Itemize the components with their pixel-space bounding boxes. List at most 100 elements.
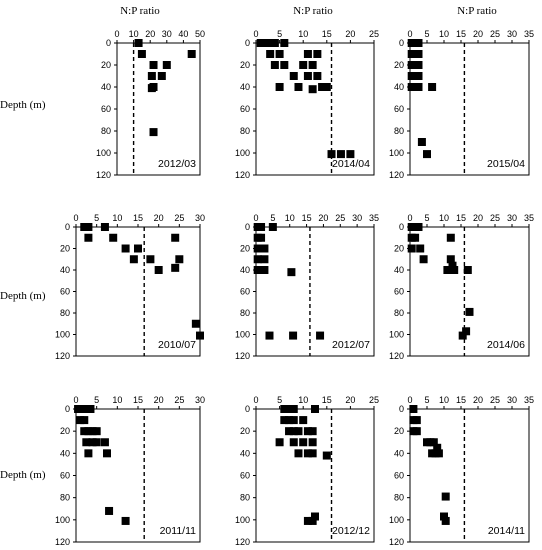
data-point bbox=[308, 438, 317, 447]
data-point bbox=[260, 244, 269, 253]
data-point bbox=[308, 61, 317, 69]
y-tick-label: 20 bbox=[394, 244, 404, 254]
data-point bbox=[257, 223, 266, 231]
y-tick-label: 20 bbox=[240, 60, 250, 70]
y-tick-label: 40 bbox=[240, 265, 250, 275]
x-tick-label: 0 bbox=[407, 213, 412, 223]
data-point bbox=[134, 244, 142, 253]
panel-date-label: 2015/04 bbox=[487, 158, 525, 170]
x-tick-label: 5 bbox=[424, 213, 429, 223]
panel-5: 0 5 10 15 20 25 30 35 0 20 40 60 80 100 120 2012/07 bbox=[235, 213, 379, 361]
y-tick-label: 60 bbox=[240, 287, 250, 297]
data-point bbox=[129, 255, 138, 264]
data-point bbox=[266, 39, 275, 47]
data-point bbox=[84, 233, 93, 242]
data-point bbox=[294, 83, 303, 91]
data-point bbox=[446, 233, 455, 242]
y-tick-label: 60 bbox=[394, 287, 404, 297]
data-point bbox=[260, 255, 269, 264]
y-tick-label: 60 bbox=[394, 471, 404, 481]
y-tick-label: 80 bbox=[60, 308, 70, 318]
data-point bbox=[414, 50, 423, 58]
y-tick-label: 80 bbox=[60, 493, 70, 503]
x-tick-label: 25 bbox=[490, 29, 500, 39]
panel-date-label: 2012/03 bbox=[158, 158, 196, 170]
data-point bbox=[260, 266, 269, 274]
data-point bbox=[265, 331, 274, 340]
data-point bbox=[84, 427, 93, 436]
y-tick-label: 20 bbox=[394, 60, 404, 70]
data-point bbox=[84, 223, 93, 231]
x-tick-label: 0 bbox=[253, 395, 258, 405]
x-tick-label: 35 bbox=[369, 213, 379, 223]
data-point bbox=[82, 405, 91, 413]
x-tick-label: 0 bbox=[407, 395, 412, 405]
x-tick-label: 20 bbox=[145, 29, 155, 39]
data-point bbox=[313, 50, 322, 58]
data-point bbox=[423, 150, 431, 159]
y-tick-label: 60 bbox=[394, 104, 404, 114]
data-point bbox=[280, 61, 289, 69]
y-tick-label: 40 bbox=[240, 82, 250, 92]
panel-2: 0 5 10 15 20 25 0 20 40 60 80 100 120 2014/04 bbox=[235, 29, 379, 180]
y-tick-label: 40 bbox=[101, 82, 111, 92]
x-tick-label: 30 bbox=[507, 29, 517, 39]
data-point bbox=[147, 84, 156, 93]
y-tick-label: 60 bbox=[60, 287, 70, 297]
y-tick-label: 120 bbox=[389, 170, 404, 180]
y-tick-label: 20 bbox=[60, 426, 70, 436]
data-point bbox=[346, 150, 355, 159]
x-tick-label: 15 bbox=[322, 29, 332, 39]
data-point bbox=[299, 438, 308, 447]
data-point bbox=[322, 451, 331, 460]
data-point bbox=[303, 427, 312, 436]
x-tick-label: 10 bbox=[129, 29, 139, 39]
x-tick-label: 20 bbox=[154, 213, 164, 223]
y-tick-label: 100 bbox=[389, 515, 404, 525]
y-tick-label: 100 bbox=[235, 148, 250, 158]
x-tick-label: 0 bbox=[253, 213, 258, 223]
y-tick-label: 20 bbox=[60, 244, 70, 254]
y-tick-label: 100 bbox=[96, 148, 111, 158]
y-tick-label: 120 bbox=[235, 537, 250, 547]
x-tick-label: 10 bbox=[285, 213, 295, 223]
data-point bbox=[74, 405, 83, 413]
data-point bbox=[289, 331, 298, 340]
data-point bbox=[280, 405, 289, 413]
data-point bbox=[121, 516, 130, 525]
data-point bbox=[303, 50, 312, 58]
data-point bbox=[162, 61, 171, 69]
data-point bbox=[171, 233, 180, 242]
data-point bbox=[121, 244, 130, 253]
data-point bbox=[100, 438, 109, 447]
data-point bbox=[266, 50, 275, 58]
y-tick-label: 80 bbox=[240, 308, 250, 318]
data-point bbox=[414, 223, 423, 231]
panel-4: 0 5 10 15 20 25 30 0 20 40 60 80 100 120 2010/07 bbox=[55, 213, 205, 361]
data-point bbox=[171, 263, 180, 272]
y-tick-label: 100 bbox=[235, 515, 250, 525]
x-tick-label: 10 bbox=[112, 213, 122, 223]
data-point bbox=[196, 331, 204, 340]
panel-date-label: 2012/07 bbox=[332, 339, 370, 351]
data-point bbox=[443, 266, 452, 274]
y-tick-label: 40 bbox=[60, 265, 70, 275]
y-tick-label: 60 bbox=[240, 104, 250, 114]
y-tick-label: 120 bbox=[235, 351, 250, 361]
data-point bbox=[462, 327, 471, 336]
row-ylabel-3: Depth (m) bbox=[0, 469, 46, 481]
y-tick-label: 0 bbox=[245, 222, 250, 232]
data-point bbox=[80, 223, 89, 231]
y-tick-label: 80 bbox=[394, 493, 404, 503]
x-tick-label: 35 bbox=[524, 395, 534, 405]
x-tick-label: 15 bbox=[322, 395, 332, 405]
data-point bbox=[78, 405, 87, 413]
x-tick-label: 20 bbox=[473, 395, 483, 405]
data-point bbox=[322, 83, 331, 91]
data-point bbox=[412, 427, 421, 436]
data-point bbox=[303, 516, 312, 525]
y-tick-label: 80 bbox=[394, 308, 404, 318]
data-point bbox=[441, 492, 450, 501]
data-point bbox=[308, 85, 317, 94]
y-tick-label: 60 bbox=[60, 471, 70, 481]
